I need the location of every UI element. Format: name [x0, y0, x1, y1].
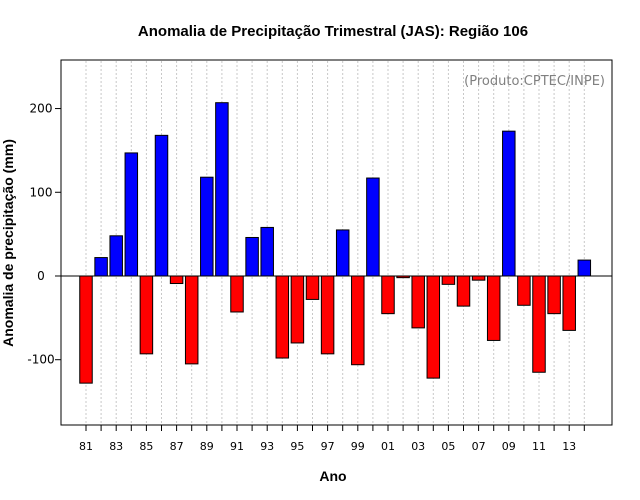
x-tick-label-91: 91: [230, 440, 244, 453]
bar-05: [441, 275, 456, 285]
bar-10: [517, 275, 531, 306]
bar-98: [335, 229, 350, 277]
y-axis-label: Anomalia de precipitação (mm): [0, 139, 16, 347]
bar-08: [486, 275, 501, 341]
y-axis: -100 0 100 200: [27, 102, 61, 367]
bar-96: [305, 275, 320, 300]
bar-07: [471, 275, 486, 281]
y-tick-label-100: 100: [30, 185, 53, 199]
x-axis-label: Ano: [319, 468, 346, 484]
x-tick-label-07: 07: [472, 440, 486, 453]
x-tick-label-01: 01: [381, 440, 395, 453]
x-tick-label-99: 99: [351, 440, 365, 453]
bar-06: [456, 275, 471, 307]
source-annotation: (Produto:CPTEC/INPE): [464, 74, 605, 89]
bar-09: [502, 130, 516, 277]
bar-85: [139, 275, 154, 355]
x-tick-label-85: 85: [139, 440, 153, 453]
bar-82: [94, 257, 108, 277]
plot-frame: [60, 59, 613, 426]
x-tick-label-03: 03: [411, 440, 425, 453]
bar-04: [426, 275, 441, 379]
bar-12: [547, 275, 561, 315]
x-tick-label-81: 81: [79, 440, 93, 453]
bar-88: [184, 275, 199, 365]
bar-92: [245, 236, 259, 277]
bar-91: [230, 275, 244, 313]
x-tick-label-13: 13: [562, 440, 576, 453]
bar-95: [290, 275, 305, 344]
bar-99: [351, 275, 365, 366]
bar-00: [366, 177, 380, 277]
x-tick-label-09: 09: [502, 440, 516, 453]
bar-93: [260, 226, 274, 277]
bar-84: [124, 152, 139, 277]
x-tick-label-11: 11: [532, 440, 546, 453]
grid-lines: [85, 61, 585, 424]
x-tick-label-97: 97: [321, 440, 335, 453]
chart-title: Anomalia de Precipitação Trimestral (JAS…: [138, 23, 528, 40]
bar-11: [532, 275, 546, 373]
bar-94: [275, 275, 290, 359]
y-tick-label-200: 200: [30, 102, 53, 116]
bar-81: [79, 275, 93, 384]
bar-01: [381, 275, 395, 315]
x-tick-label-93: 93: [260, 440, 274, 453]
y-tick-label--100: -100: [27, 353, 54, 367]
x-tick-label-83: 83: [109, 440, 123, 453]
bar-89: [200, 176, 214, 277]
bar-90: [215, 102, 229, 277]
bar-87: [169, 275, 184, 285]
y-tick-label-0: 0: [37, 269, 45, 283]
bar-97: [320, 275, 335, 355]
bars: [79, 102, 592, 384]
bar-03: [411, 275, 425, 329]
bar-14: [577, 259, 592, 277]
x-axis: 81 83 85 87 89 91 93 95 97 99 01 03 05 07 09 11 13: [79, 425, 585, 453]
x-tick-label-89: 89: [200, 440, 214, 453]
bar-86: [154, 134, 169, 277]
x-tick-label-95: 95: [290, 440, 304, 453]
bar-83: [109, 235, 123, 277]
bar-13: [562, 275, 576, 331]
x-tick-label-05: 05: [441, 440, 455, 453]
x-tick-label-87: 87: [170, 440, 184, 453]
